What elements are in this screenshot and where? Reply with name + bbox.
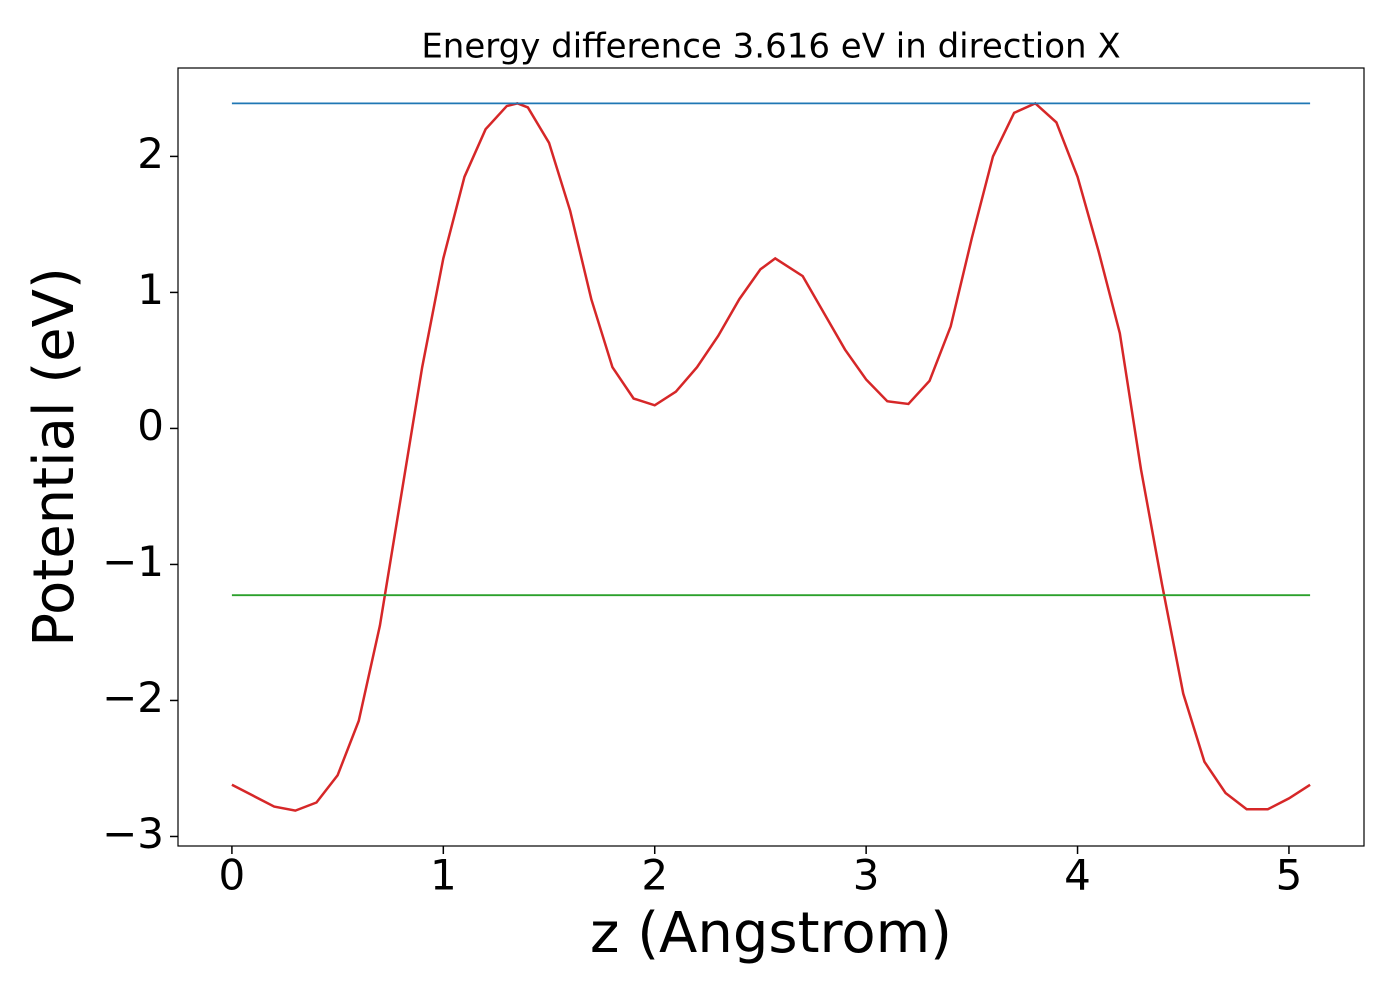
- x-tick-label: 1: [430, 851, 457, 900]
- x-tick-label: 2: [641, 851, 668, 900]
- y-tick-label: −1: [102, 537, 164, 586]
- y-tick-label: 1: [137, 265, 164, 314]
- x-tick-label: 3: [853, 851, 880, 900]
- x-axis-label: z (Angstrom): [590, 901, 952, 966]
- y-tick-label: 0: [137, 401, 164, 450]
- x-tick-label: 5: [1276, 851, 1303, 900]
- x-tick-label: 0: [219, 851, 246, 900]
- plot-frame: [177, 67, 1365, 847]
- data-line: [231, 101, 1311, 812]
- y-axis-label: Potential (eV): [22, 267, 87, 647]
- y-tick-label: −2: [102, 673, 164, 722]
- y-tick-label: −3: [102, 809, 164, 858]
- chart-title: Energy difference 3.616 eV in direction …: [421, 27, 1120, 67]
- y-tick-label: 2: [137, 129, 164, 178]
- x-tick-label: 4: [1064, 851, 1091, 900]
